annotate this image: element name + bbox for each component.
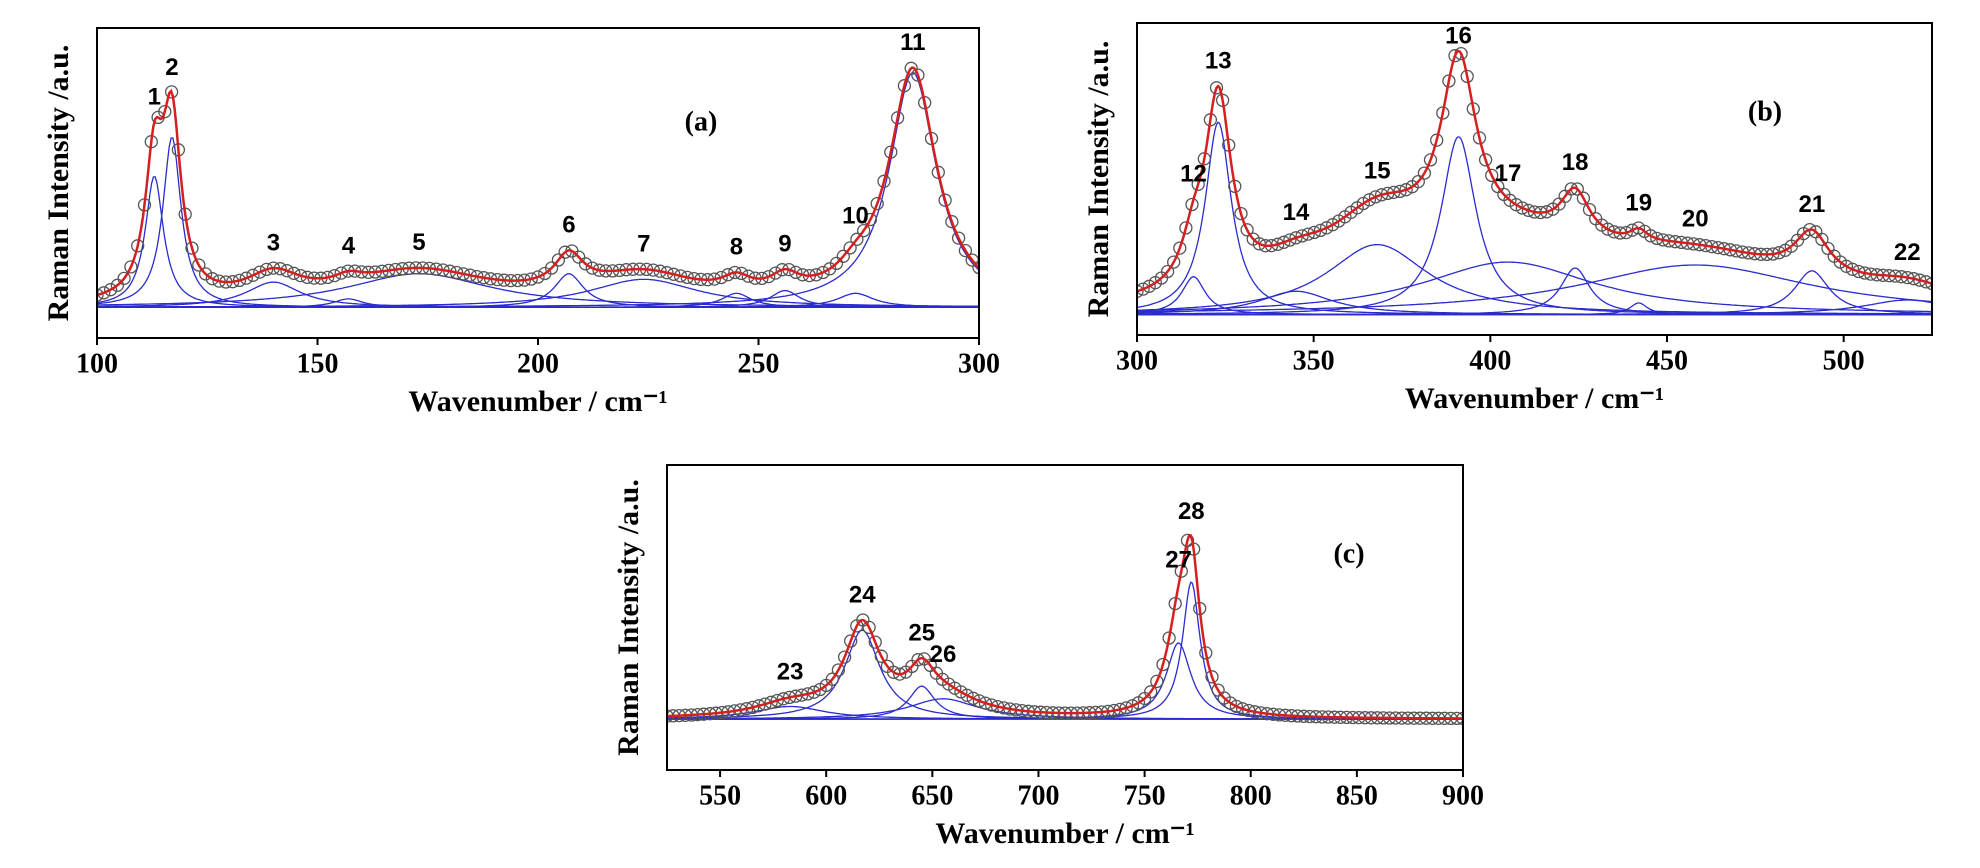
peak-label: 11	[900, 29, 925, 56]
component-peak	[1137, 299, 1932, 316]
x-tick-label: 300	[958, 348, 1000, 379]
x-tick-label: 350	[1293, 345, 1335, 376]
component-peak	[1137, 243, 1932, 315]
peak-label: 22	[1894, 239, 1921, 266]
peak-label: 1	[148, 83, 161, 110]
peak-label: 10	[842, 202, 869, 229]
peak-label: 26	[930, 641, 957, 668]
peak-label: 8	[730, 234, 743, 261]
x-tick-label: 200	[517, 348, 559, 379]
x-tick-label: 550	[699, 780, 741, 811]
peak-label: 28	[1178, 498, 1205, 525]
peak-label: 20	[1682, 205, 1709, 232]
peak-label: 5	[412, 229, 425, 256]
component-peak	[1137, 267, 1932, 316]
peak-label: 25	[908, 619, 935, 646]
observed-points	[97, 61, 979, 302]
panel-label: (c)	[1333, 538, 1364, 569]
x-tick-label: 900	[1442, 780, 1484, 811]
y-axis-label: Raman Intensity /a.u.	[42, 45, 75, 322]
plot-area	[1137, 46, 1932, 316]
x-tick-label: 150	[297, 348, 339, 379]
x-tick-label: 450	[1646, 345, 1688, 376]
peak-label: 23	[777, 659, 804, 686]
y-axis-label: Raman Intensity /a.u.	[612, 479, 645, 756]
peak-label: 7	[637, 231, 650, 258]
observed-points	[1137, 46, 1932, 298]
plot-area	[97, 61, 979, 309]
fit-curve	[1137, 49, 1932, 293]
peak-label: 16	[1445, 22, 1472, 49]
peak-label: 3	[267, 229, 280, 256]
panel-label: (a)	[685, 106, 718, 137]
peak-label: 9	[778, 230, 791, 257]
peak-label: 13	[1205, 47, 1232, 74]
peak-label: 21	[1799, 191, 1826, 218]
x-tick-label: 400	[1469, 345, 1511, 376]
x-tick-label: 750	[1124, 780, 1166, 811]
x-tick-label: 500	[1823, 345, 1865, 376]
x-tick-label: 700	[1017, 780, 1059, 811]
plot-area	[667, 533, 1463, 726]
plot-frame	[96, 27, 980, 339]
component-peak	[97, 273, 979, 308]
x-tick-label: 300	[1116, 345, 1158, 376]
peak-label: 27	[1165, 547, 1192, 574]
component-peak	[1137, 136, 1932, 315]
component-peak	[97, 273, 979, 308]
peak-label: 15	[1364, 158, 1391, 185]
plot-frame	[1136, 22, 1933, 336]
x-axis-label: Wavenumber / cm⁻¹	[408, 385, 667, 418]
x-tick-label: 650	[911, 780, 953, 811]
x-axis-label: Wavenumber / cm⁻¹	[1405, 382, 1664, 415]
x-tick-label: 600	[805, 780, 847, 811]
peak-label: 4	[342, 232, 356, 259]
peak-label: 24	[849, 581, 876, 608]
peak-label: 14	[1283, 199, 1310, 226]
panel-label: (b)	[1748, 96, 1782, 127]
fit-curve	[97, 66, 979, 297]
peak-label: 19	[1625, 189, 1652, 216]
peak-label: 2	[165, 54, 178, 81]
y-axis-label: Raman Intensity /a.u.	[1082, 41, 1115, 318]
x-axis-label: Wavenumber / cm⁻¹	[935, 817, 1194, 850]
peak-label: 17	[1495, 160, 1522, 187]
fit-curve	[667, 534, 1463, 720]
x-tick-label: 800	[1230, 780, 1272, 811]
component-peak	[97, 176, 979, 308]
component-peak	[97, 72, 979, 308]
plot-frame	[666, 464, 1464, 771]
peak-label: 6	[562, 212, 575, 239]
x-tick-label: 250	[738, 348, 780, 379]
component-peak	[667, 698, 1463, 720]
x-tick-label: 850	[1336, 780, 1378, 811]
x-tick-label: 100	[76, 348, 118, 379]
peak-label: 12	[1180, 161, 1207, 188]
component-peak	[97, 278, 979, 308]
peak-label: 18	[1562, 149, 1589, 176]
